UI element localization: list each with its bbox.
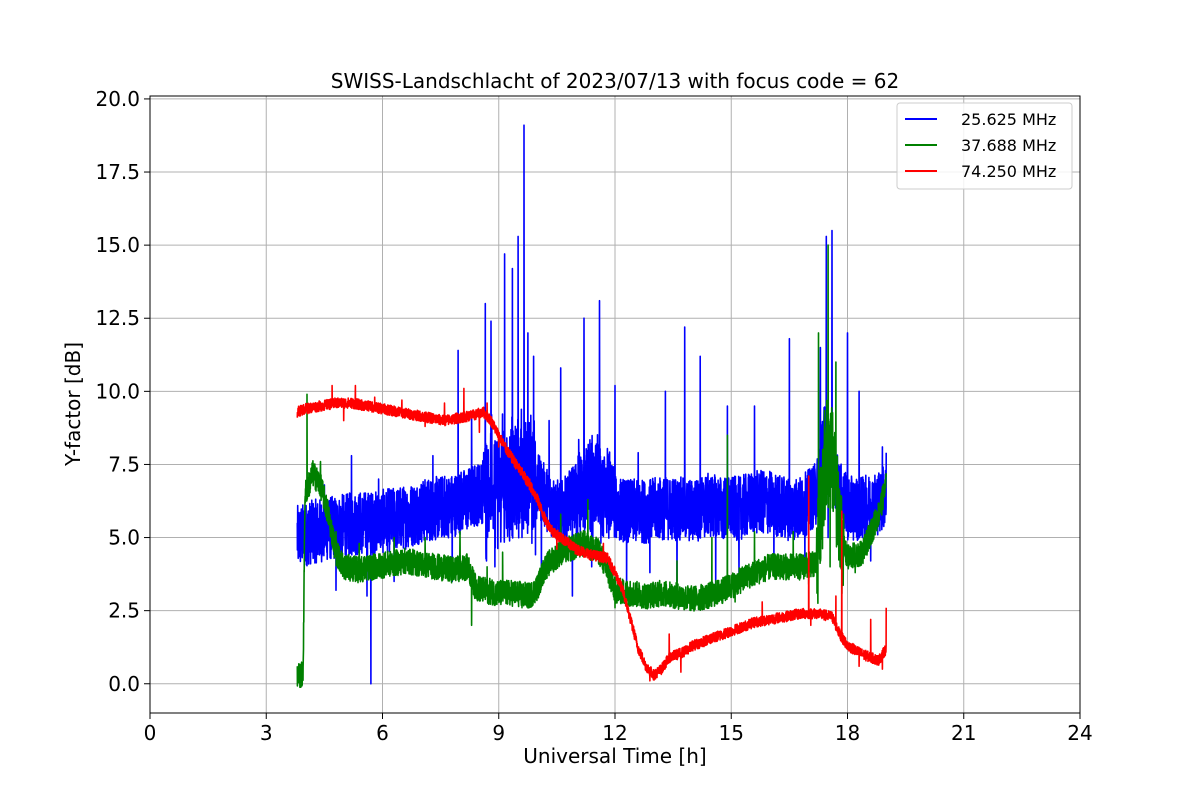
series-2	[296, 384, 887, 682]
y-tick-label: 20.0	[95, 87, 140, 111]
y-tick-label: 12.5	[95, 306, 140, 330]
legend-label: 25.625 MHz	[961, 110, 1056, 129]
legend-label: 74.250 MHz	[961, 162, 1056, 181]
x-tick-label: 18	[835, 721, 860, 745]
x-tick-label: 3	[260, 721, 273, 745]
y-tick-label: 10.0	[95, 379, 140, 403]
x-tick-label: 21	[951, 721, 976, 745]
y-tick-label: 2.5	[108, 599, 140, 623]
y-tick-label: 7.5	[108, 452, 140, 476]
legend-box	[896, 102, 1073, 190]
y-axis-label: Y-factor [dB]	[61, 342, 85, 467]
series-line	[296, 384, 887, 682]
y-tick-label: 17.5	[95, 160, 140, 184]
legend: 25.625 MHz 37.688 MHz 74.250 MHz	[896, 102, 1073, 190]
x-tick-label: 0	[144, 721, 157, 745]
y-tick-label: 15.0	[95, 233, 140, 257]
x-axis-label: Universal Time [h]	[523, 744, 706, 768]
y-tick-label: 5.0	[108, 526, 140, 550]
series-layer	[296, 124, 887, 689]
x-tick-label: 15	[719, 721, 744, 745]
series-line	[296, 124, 887, 685]
legend-label: 37.688 MHz	[961, 136, 1056, 155]
x-tick-label: 6	[376, 721, 389, 745]
x-tick-label: 12	[602, 721, 627, 745]
x-tick-label: 9	[492, 721, 505, 745]
series-0	[296, 124, 887, 685]
y-tick-label: 0.0	[108, 672, 140, 696]
x-axis: 0 3 6 9 12 15 18 21 24	[144, 713, 1093, 745]
y-axis: 0.0 2.5 5.0 7.5 10.0 12.5 15.0 17.5 20.0	[95, 87, 150, 696]
x-tick-label: 24	[1067, 721, 1092, 745]
chart-title: SWISS-Landschlacht of 2023/07/13 with fo…	[331, 69, 899, 93]
